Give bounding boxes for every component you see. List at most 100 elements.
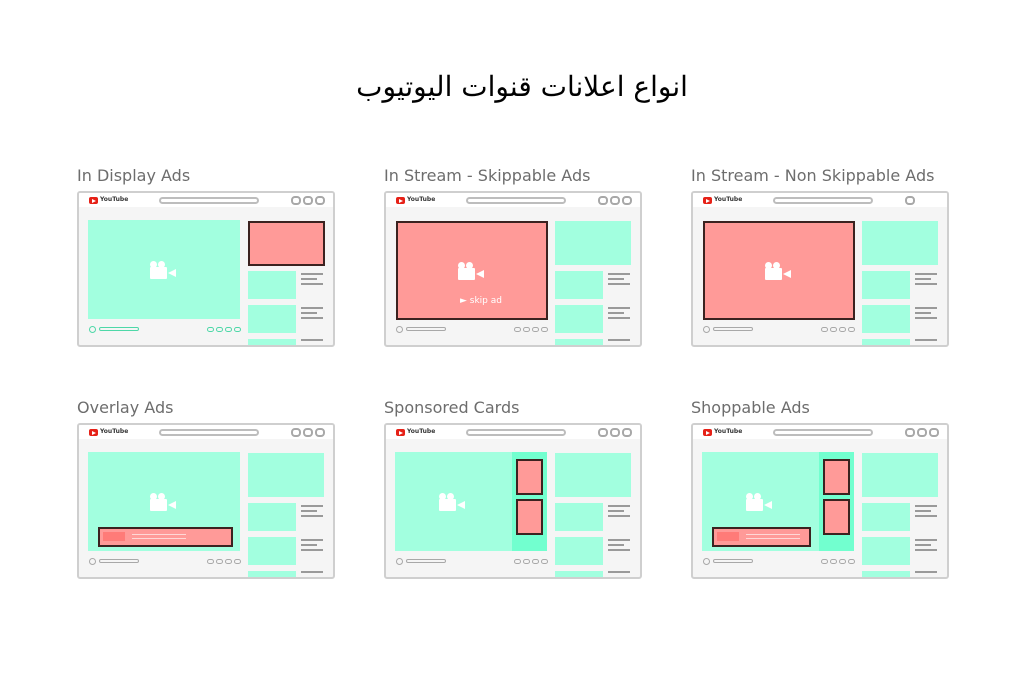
overlay-ad-text-line: [132, 534, 186, 535]
control-dot-icon: [216, 327, 223, 332]
control-dot-icon: [848, 559, 855, 564]
sidebar-text-line: [301, 317, 323, 319]
control-dot-icon: [541, 559, 548, 564]
video-player: [88, 220, 240, 319]
sidebar-text-line: [301, 278, 317, 280]
toolbar-dot-icon: [598, 428, 608, 437]
display-ad-box: [248, 221, 325, 266]
sidebar-text-line: [608, 510, 624, 512]
youtube-mockup: YouTube: [384, 423, 642, 579]
toolbar-dot-icon: [291, 428, 301, 437]
panel-title: In Stream - Non Skippable Ads: [691, 166, 935, 185]
sponsored-card: [516, 499, 543, 535]
panel-title: In Display Ads: [77, 166, 191, 185]
sidebar-text-line: [301, 515, 323, 517]
sidebar-thumbnail: [248, 503, 296, 531]
sidebar-thumbnail: [862, 271, 910, 299]
youtube-logo-text: YouTube: [100, 428, 129, 435]
sidebar-thumbnail: [555, 271, 603, 299]
sidebar-text-line: [915, 571, 937, 573]
page-title: انواع اعلانات قنوات اليوتيوب: [356, 70, 688, 103]
play-control-icon: [396, 326, 403, 333]
toolbar-dot-icon: [598, 196, 608, 205]
youtube-logo-icon: [89, 197, 98, 204]
sidebar-text-line: [608, 283, 630, 285]
play-control-icon: [89, 558, 96, 565]
control-dot-icon: [234, 559, 241, 564]
sidebar-text-line: [915, 317, 937, 319]
sidebar-text-line: [301, 312, 317, 314]
sponsored-card: [516, 459, 543, 495]
overlay-ad-text-line: [132, 538, 186, 539]
search-bar: [466, 429, 566, 436]
youtube-mockup: YouTube: [691, 191, 949, 347]
video-ad-player: [703, 221, 855, 320]
sidebar-text-line: [915, 505, 937, 507]
toolbar-dot-icon: [905, 196, 915, 205]
sidebar-thumbnail: [862, 571, 910, 577]
control-dot-icon: [541, 327, 548, 332]
search-bar: [773, 197, 873, 204]
shoppable-ad-banner: [712, 527, 811, 547]
sidebar-text-line: [301, 307, 323, 309]
progress-bar: [406, 559, 446, 563]
toolbar-dot-icon: [610, 428, 620, 437]
overlay-ad-thumbnail: [717, 532, 739, 541]
overlay-ad-banner: [98, 527, 233, 547]
sidebar-text-line: [915, 339, 937, 341]
play-control-icon: [396, 558, 403, 565]
video-camera-icon: [439, 492, 465, 511]
sidebar-text-line: [301, 571, 323, 573]
sidebar-thumbnail: [862, 503, 910, 531]
control-dot-icon: [523, 327, 530, 332]
sidebar-text-line: [915, 549, 937, 551]
sidebar-text-line: [608, 549, 630, 551]
play-control-icon: [703, 326, 710, 333]
sidebar-text-line: [608, 307, 630, 309]
sidebar-text-line: [608, 278, 624, 280]
sidebar-thumbnail: [248, 339, 296, 345]
toolbar-dot-icon: [303, 428, 313, 437]
control-dot-icon: [514, 327, 521, 332]
youtube-logo-text: YouTube: [714, 196, 743, 203]
panel-title: In Stream - Skippable Ads: [384, 166, 591, 185]
youtube-logo-text: YouTube: [407, 428, 436, 435]
toolbar-dot-icon: [622, 196, 632, 205]
control-dot-icon: [216, 559, 223, 564]
control-dot-icon: [207, 559, 214, 564]
sidebar-thumbnail: [862, 339, 910, 345]
toolbar-dot-icon: [929, 428, 939, 437]
panel-sponsored-cards: Sponsored Cards YouTube: [384, 398, 642, 586]
video-camera-icon: [765, 261, 791, 280]
toolbar-dot-icon: [291, 196, 301, 205]
panel-title: Overlay Ads: [77, 398, 174, 417]
control-dot-icon: [225, 559, 232, 564]
youtube-logo-icon: [396, 429, 405, 436]
sidebar-text-line: [608, 317, 630, 319]
sidebar-text-line: [608, 544, 624, 546]
sidebar-text-line: [301, 339, 323, 341]
panel-shoppable-ads: Shoppable Ads YouTube: [691, 398, 949, 586]
sidebar-thumbnail: [862, 221, 938, 265]
panel-overlay-ads: Overlay Ads YouTube: [77, 398, 335, 586]
skip-ad-label: ► skip ad: [460, 296, 502, 306]
sidebar-thumbnail: [555, 339, 603, 345]
youtube-logo-icon: [396, 197, 405, 204]
progress-bar: [713, 559, 753, 563]
panel-in-stream-non-skippable-ads: In Stream - Non Skippable Ads YouTube: [691, 166, 949, 354]
video-camera-icon: [150, 492, 176, 511]
sidebar-text-line: [301, 544, 317, 546]
youtube-logo-text: YouTube: [407, 196, 436, 203]
sidebar-text-line: [301, 283, 323, 285]
youtube-logo-text: YouTube: [714, 428, 743, 435]
youtube-mockup: YouTube: [691, 423, 949, 579]
sidebar-text-line: [915, 515, 937, 517]
sidebar-text-line: [301, 510, 317, 512]
sidebar-text-line: [915, 539, 937, 541]
panel-title: Shoppable Ads: [691, 398, 810, 417]
sidebar-thumbnail: [862, 537, 910, 565]
youtube-logo-text: YouTube: [100, 196, 129, 203]
sidebar-thumbnail: [555, 453, 631, 497]
browser-topbar: YouTube: [386, 193, 640, 207]
sidebar-thumbnail: [555, 305, 603, 333]
